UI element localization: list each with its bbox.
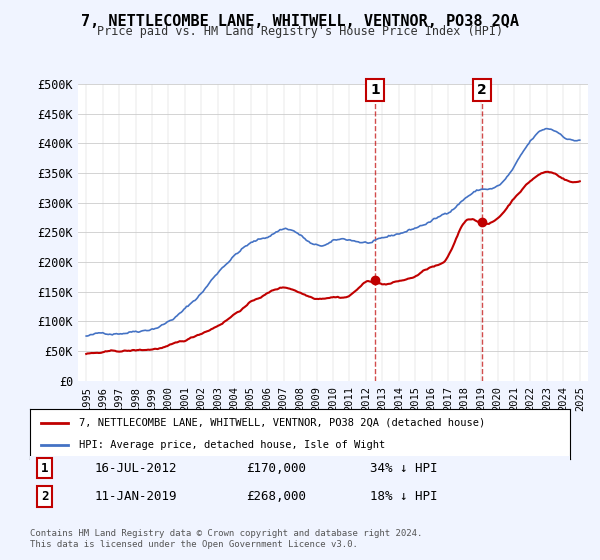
Text: Contains HM Land Registry data © Crown copyright and database right 2024.
This d: Contains HM Land Registry data © Crown c…: [30, 529, 422, 549]
Text: 1: 1: [370, 83, 380, 97]
Text: 7, NETTLECOMBE LANE, WHITWELL, VENTNOR, PO38 2QA (detached house): 7, NETTLECOMBE LANE, WHITWELL, VENTNOR, …: [79, 418, 485, 428]
Text: 18% ↓ HPI: 18% ↓ HPI: [370, 490, 438, 503]
Text: HPI: Average price, detached house, Isle of Wight: HPI: Average price, detached house, Isle…: [79, 440, 385, 450]
Text: 7, NETTLECOMBE LANE, WHITWELL, VENTNOR, PO38 2QA: 7, NETTLECOMBE LANE, WHITWELL, VENTNOR, …: [81, 14, 519, 29]
Text: 34% ↓ HPI: 34% ↓ HPI: [370, 461, 438, 475]
Text: £268,000: £268,000: [246, 490, 306, 503]
Text: 11-JAN-2019: 11-JAN-2019: [95, 490, 178, 503]
Text: 1: 1: [41, 461, 48, 475]
Text: £170,000: £170,000: [246, 461, 306, 475]
Text: 16-JUL-2012: 16-JUL-2012: [95, 461, 178, 475]
Text: Price paid vs. HM Land Registry's House Price Index (HPI): Price paid vs. HM Land Registry's House …: [97, 25, 503, 38]
Text: 2: 2: [477, 83, 487, 97]
Text: 2: 2: [41, 490, 48, 503]
